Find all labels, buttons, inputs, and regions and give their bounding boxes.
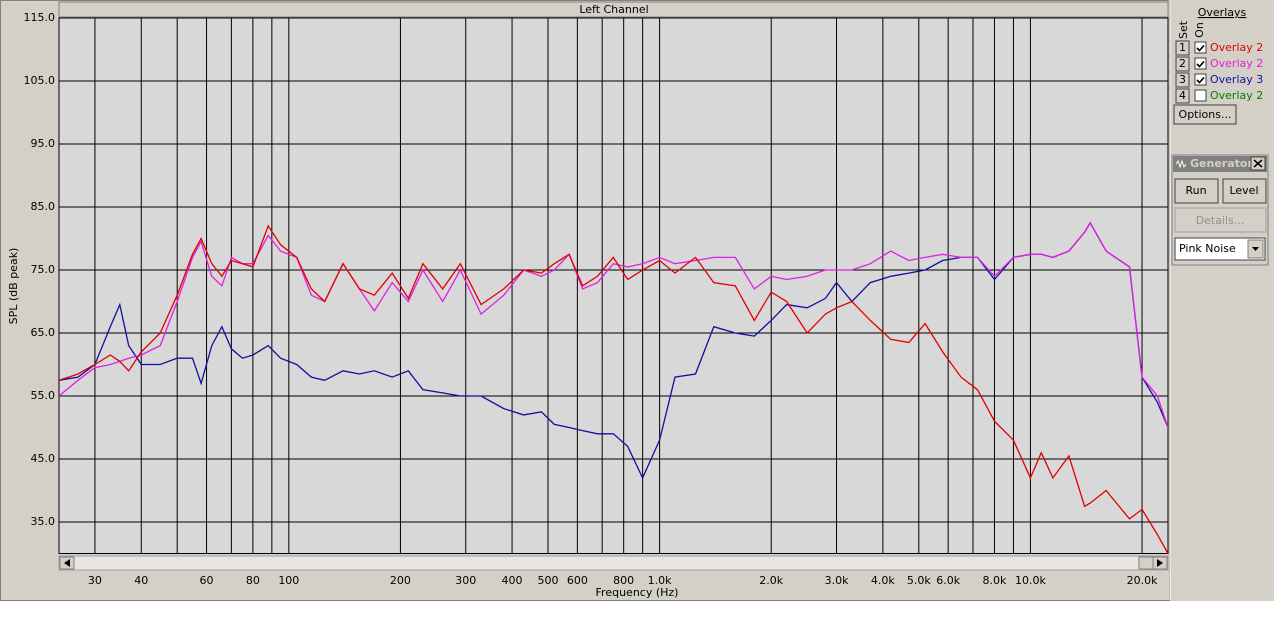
overlay-set-button[interactable] [1175,56,1190,72]
overlay-name[interactable]: Overlay 2 [1210,57,1263,70]
overlay-set-label[interactable]: 3 [1179,73,1186,86]
scroll-left-arrow [64,559,70,567]
overlay-set-button[interactable] [1175,88,1190,104]
generator-close-x [1253,159,1263,168]
overlay-set-label[interactable]: 4 [1179,89,1186,102]
overlay-check [1196,44,1205,52]
x-tick-label: 80 [246,574,260,587]
x-tick-label: 3.0k [825,574,849,587]
overlay-checkbox[interactable] [1194,73,1207,86]
x-tick-label: 10.0k [1015,574,1046,587]
chart-title: Left Channel [579,3,648,16]
scroll-right-arrow [1157,559,1163,567]
details-button[interactable] [1174,207,1267,233]
level-button-label[interactable]: Level [1229,184,1258,197]
x-tick-label: 800 [613,574,634,587]
overlay-checkbox[interactable] [1194,89,1207,102]
x-tick-label: 400 [502,574,523,587]
series-line [59,221,1168,428]
y-tick-label: 65.0 [31,326,56,339]
x-tick-label: 2.0k [759,574,783,587]
overlay-set-button[interactable] [1175,40,1190,56]
overlay-set-label[interactable]: 1 [1179,41,1186,54]
x-tick-label: 5.0k [907,574,931,587]
scrollbar[interactable] [58,555,1169,571]
y-tick-label: 75.0 [31,263,56,276]
x-tick-label: 40 [134,574,148,587]
overlay-set-button[interactable] [1175,72,1190,88]
overlay-checkbox[interactable] [1194,41,1207,54]
generator-icon [1175,159,1187,169]
x-tick-label: 600 [567,574,588,587]
x-tick-label: 200 [390,574,411,587]
x-tick-label: 4.0k [871,574,895,587]
series-line [59,221,1168,480]
scroll-track[interactable] [58,555,1169,571]
overlay-name[interactable]: Overlay 3 [1210,73,1263,86]
generator-title: Generator [1190,157,1253,170]
x-tick-label: 8.0k [983,574,1007,587]
x-tick-label: 300 [455,574,476,587]
scroll-thumb[interactable] [1138,556,1154,570]
options-button-label[interactable]: Options... [1179,108,1232,121]
overlay-check [1196,60,1205,68]
overlay-checkbox[interactable] [1194,57,1207,70]
plot-area [59,18,1168,554]
run-button-label[interactable]: Run [1185,184,1206,197]
overlay-set-label[interactable]: 2 [1179,57,1186,70]
level-button[interactable] [1222,178,1267,204]
signal-dropdown[interactable] [1174,237,1266,261]
x-tick-label: 20.0k [1127,574,1158,587]
dropdown-arrow [1252,247,1259,251]
on-header: On [1193,22,1206,38]
x-tick-label: 1.0k [648,574,672,587]
set-header: Set [1177,20,1190,39]
y-tick-label: 105.0 [24,74,56,87]
overlay-name[interactable]: Overlay 2 [1210,89,1263,102]
generator-panel: Generator Run Level Details... Pink Nois… [1171,154,1269,266]
y-tick-label: 55.0 [31,389,56,402]
y-axis-title: SPL (dB peak) [7,248,20,325]
y-tick-label: 45.0 [31,452,56,465]
signal-dropdown-value[interactable]: Pink Noise [1179,242,1236,255]
overlay-name[interactable]: Overlay 2 [1210,41,1263,54]
x-tick-label: 6.0k [936,574,960,587]
x-tick-label: 500 [537,574,558,587]
plot-border [58,17,1169,554]
options-button-face[interactable] [1173,104,1237,125]
x-axis-title: Frequency (Hz) [596,586,679,599]
x-tick-label: 100 [278,574,299,587]
x-tick-label: 30 [88,574,102,587]
run-button[interactable] [1174,178,1219,204]
y-tick-label: 35.0 [31,515,56,528]
details-button-label[interactable]: Details... [1196,214,1245,227]
series-line [59,224,1168,554]
y-tick-label: 95.0 [31,137,56,150]
y-tick-label: 115.0 [24,11,56,24]
x-tick-label: 60 [200,574,214,587]
overlay-check [1196,76,1205,84]
options-button[interactable]: Options... [1173,104,1237,125]
generator-titlebar [1173,156,1267,172]
y-tick-label: 85.0 [31,200,56,213]
overlays-title: Overlays [1198,6,1247,19]
title-bar [58,1,1169,18]
